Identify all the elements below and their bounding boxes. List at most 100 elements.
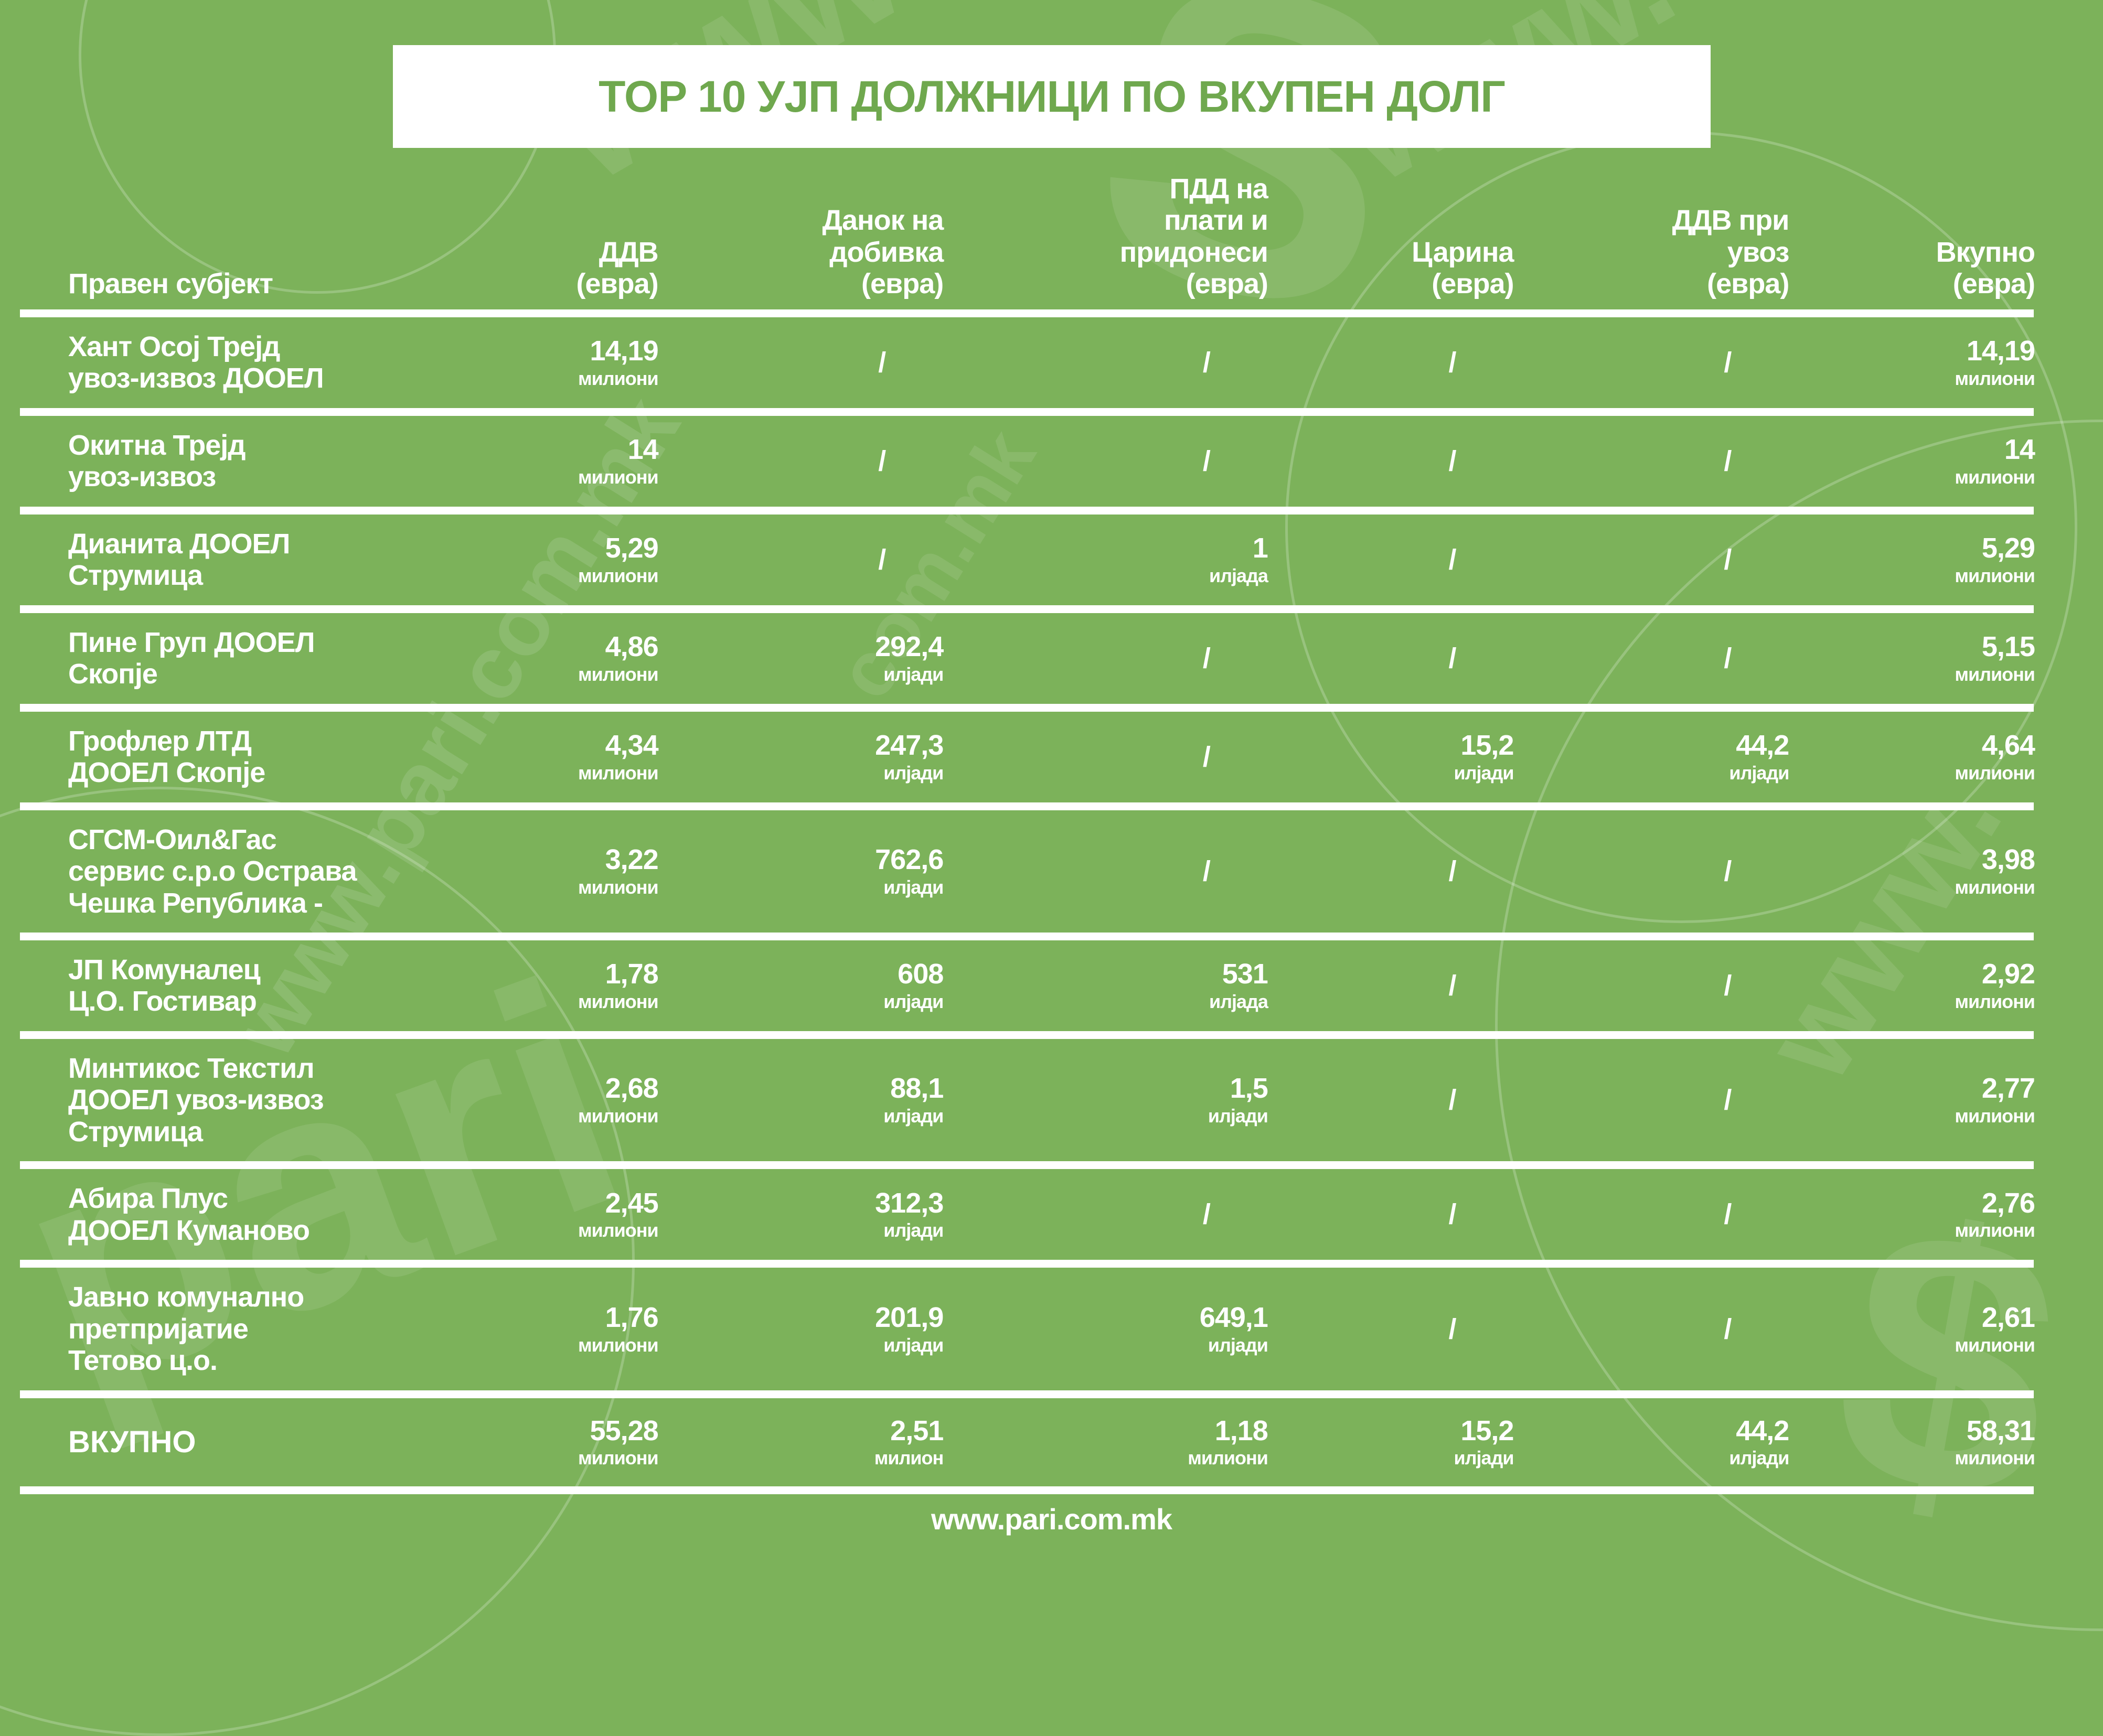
value-cell-ddv-pri-uvoz: / [1513, 1199, 1789, 1229]
value-unit: илјада [1209, 564, 1268, 586]
value-cell-danok-na-dobivka: 201,9 илјади [658, 1303, 944, 1355]
value-number: / [1448, 1084, 1456, 1116]
value-unit: милиони [1955, 762, 2035, 784]
value-unit: милиони [1955, 564, 2035, 586]
value-unit: милиони [578, 367, 659, 389]
value-number: / [1724, 642, 1732, 674]
value-number: 14,19 [590, 335, 659, 367]
value-number: 15,2 [1460, 1414, 1514, 1446]
table-row: Грофлер ЛТД ДООЕЛ Скопје 4,34 милиони 24… [68, 712, 2035, 802]
value-cell-ddv: 5,29 милиони [501, 533, 659, 586]
value-unit: милиони [578, 1105, 659, 1127]
value-cell-ddv: 14 милиони [501, 435, 659, 487]
value-unit: милиони [1955, 1334, 2035, 1356]
value-cell-ddv: 4,34 милиони [501, 731, 659, 783]
value-cell-carina: / [1268, 348, 1514, 378]
value-cell-ddv: 1,78 милиони [501, 958, 659, 1012]
value-unit: илјади [883, 762, 944, 784]
value-number: / [1202, 741, 1211, 773]
value-number: 2,45 [605, 1187, 659, 1219]
value-cell-carina: / [1268, 856, 1514, 886]
total-row: ВКУПНО 55,28 милиони 2,51 милион 1,18 ми… [68, 1398, 2035, 1486]
value-cell-pdd: / [943, 348, 1268, 378]
value-number: / [1202, 445, 1211, 477]
value-unit: милиони [578, 1219, 659, 1241]
value-number: / [1202, 347, 1211, 378]
header-ddv: ДДВ (евра) [576, 236, 658, 300]
value-number: 58,31 [1966, 1414, 2035, 1446]
table-row: Окитна Трејд увоз-извоз 14 милиони / / /… [68, 416, 2035, 507]
entity-name: Абира Плус ДООЕЛ Куманово [68, 1183, 310, 1246]
separator [20, 1486, 2034, 1494]
value-number: 44,2 [1736, 729, 1789, 761]
value-number: / [878, 347, 886, 378]
value-cell-pdd: 1,5 илјади [943, 1074, 1268, 1126]
value-number: / [1448, 855, 1456, 887]
value-number: / [1448, 543, 1456, 575]
value-number: 1,76 [605, 1301, 659, 1333]
header-danok-na-dobivka: Данок на добивка (евра) [822, 205, 944, 300]
table-body: Хант Осој Трејд увоз-извоз ДООЕЛ 14,19 м… [20, 317, 2035, 1398]
entity-name: Јавно комунално претпријатие Тетово ц.о. [68, 1281, 304, 1377]
value-number: 4,86 [605, 631, 659, 663]
value-cell-ddv-pri-uvoz: / [1513, 446, 1789, 476]
value-unit: илјада [1209, 990, 1268, 1012]
value-unit: милиони [1188, 1447, 1268, 1469]
header-entity: Правен субјект [68, 267, 273, 299]
value-cell-vkupno: 5,15 милиони [1789, 632, 2035, 684]
table-row: Дианита ДООЕЛ Струмица 5,29 милиони / 1 … [68, 515, 2035, 605]
value-number: 762,6 [875, 844, 944, 876]
value-cell-pdd: 1 илјада [943, 533, 1268, 586]
total-cell-carina: 15,2 илјади [1268, 1416, 1514, 1469]
value-number: 1 [1252, 532, 1268, 564]
value-unit: илјади [883, 1105, 944, 1127]
value-cell-ddv: 3,22 милиони [501, 844, 659, 898]
separator [20, 309, 2034, 317]
value-cell-carina: / [1268, 446, 1514, 476]
value-number: 1,18 [1214, 1414, 1268, 1446]
value-unit: милиони [1955, 1219, 2035, 1241]
value-cell-pdd: / [943, 742, 1268, 772]
header-vkupno: Вкупно (евра) [1936, 236, 2035, 300]
value-number: 1,5 [1230, 1073, 1268, 1105]
value-number: 3,22 [605, 844, 659, 876]
value-cell-ddv-pri-uvoz: / [1513, 1085, 1789, 1115]
value-number: 2,77 [1981, 1073, 2035, 1105]
table-row: Пине Груп ДООЕЛ Скопје 4,86 милиони 292,… [68, 613, 2035, 704]
value-unit: илјади [883, 1334, 944, 1356]
value-cell-pdd: / [943, 1199, 1268, 1229]
value-cell-vkupno: 4,64 милиони [1789, 731, 2035, 783]
value-cell-ddv-pri-uvoz: / [1513, 856, 1789, 886]
value-unit: милиони [578, 876, 659, 898]
website-url: www.pari.com.mk [931, 1503, 1172, 1536]
separator [20, 506, 2034, 515]
value-cell-ddv: 2,68 милиони [501, 1074, 659, 1127]
value-number: / [1202, 855, 1211, 887]
value-cell-pdd: 531 илјада [943, 959, 1268, 1012]
entity-name: Грофлер ЛТД ДООЕЛ Скопје [68, 725, 265, 789]
value-unit: илјади [1208, 1334, 1268, 1356]
table-header-row: Правен субјект ДДВ (евра) Данок на добив… [68, 173, 2035, 309]
value-cell-danok-na-dobivka: 88,1 илјади [658, 1074, 944, 1126]
value-number: 14 [2004, 434, 2035, 466]
value-number: 312,3 [875, 1187, 944, 1219]
separator [20, 1390, 2034, 1398]
table-row: Минтикос Текстил ДООЕЛ увоз-извоз Струми… [68, 1039, 2035, 1161]
total-cell-danok-na-dobivka: 2,51 милион [658, 1416, 944, 1469]
value-unit: милион [874, 1447, 944, 1469]
entity-name: СГСМ-Оил&Гас сервис с.р.о Острава Чешка … [68, 823, 357, 919]
separator [20, 1161, 2034, 1170]
value-cell-danok-na-dobivka: 762,6 илјади [658, 845, 944, 897]
value-unit: илјади [883, 876, 944, 898]
separator [20, 703, 2034, 712]
header-carina: Царина (евра) [1412, 236, 1514, 300]
value-number: 88,1 [890, 1073, 944, 1105]
value-number: 55,28 [590, 1414, 659, 1446]
value-number: / [878, 543, 886, 575]
value-cell-ddv-pri-uvoz: 44,2 илјади [1513, 731, 1789, 783]
value-unit: милиони [578, 1334, 659, 1356]
value-cell-danok-na-dobivka: 292,4 илјади [658, 632, 944, 684]
value-number: 14,19 [1966, 335, 2035, 367]
entity-name: Пине Груп ДООЕЛ Скопје [68, 626, 315, 690]
value-number: 1,78 [605, 958, 659, 990]
